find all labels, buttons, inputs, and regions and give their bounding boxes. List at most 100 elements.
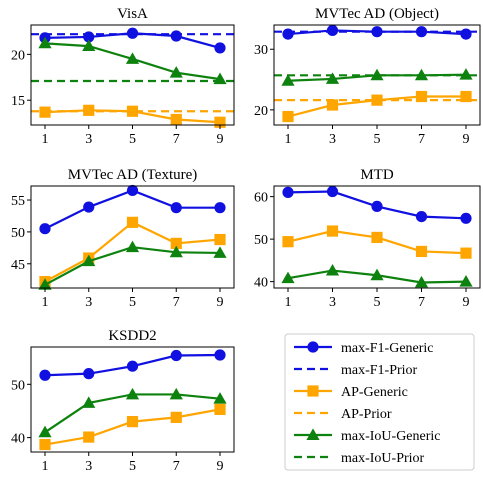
data-point (82, 39, 96, 52)
x-tick-label: 9 (463, 295, 470, 310)
x-tick-label: 5 (129, 295, 136, 310)
x-tick-label: 7 (418, 295, 425, 310)
legend-entry: AP-Prior (294, 407, 392, 422)
x-tick-label: 7 (173, 295, 180, 310)
legend-entry: max-IoU-Prior (294, 451, 425, 466)
chart-panel: MVTec AD (Texture) 1 3 5 7 9 45 50 55 (11, 167, 235, 310)
data-point (371, 231, 383, 244)
x-tick-label: 5 (374, 295, 381, 310)
legend-label: AP-Prior (341, 407, 392, 422)
legend-label: max-F1-Prior (341, 363, 418, 378)
data-point (125, 240, 140, 253)
data-point (460, 247, 472, 259)
data-point (326, 185, 339, 198)
x-tick-label: 5 (374, 132, 381, 147)
data-point (460, 212, 472, 224)
x-tick-label: 5 (129, 459, 136, 474)
data-point (83, 104, 95, 116)
series-line (44, 246, 221, 286)
data-point (169, 245, 183, 258)
data-point (282, 110, 294, 123)
y-tick-label: 55 (11, 194, 25, 209)
x-tick-label: 5 (129, 132, 136, 147)
x-tick-label: 9 (217, 132, 224, 147)
x-tick-label: 9 (463, 132, 470, 147)
x-tick-label: 3 (85, 295, 92, 310)
data-point (39, 438, 51, 451)
x-tick-label: 1 (42, 295, 49, 310)
data-point (170, 30, 182, 42)
y-tick-label: 40 (11, 432, 25, 447)
x-tick-label: 9 (217, 459, 224, 474)
data-point (83, 368, 95, 380)
data-point (170, 237, 182, 249)
x-tick-label: 1 (42, 459, 49, 474)
y-tick-label: 20 (11, 48, 25, 63)
chart-title: KSDD2 (108, 328, 156, 344)
data-point (459, 275, 473, 287)
chart-panel: MVTec AD (Object) 1 3 5 7 9 20 30 (254, 6, 481, 147)
data-point (282, 236, 294, 248)
data-point (82, 254, 96, 267)
data-point (170, 113, 182, 126)
chart-title: VisA (117, 6, 148, 22)
data-point (326, 99, 339, 111)
y-tick-label: 45 (11, 258, 25, 273)
x-tick-label: 3 (329, 132, 336, 147)
data-point (169, 66, 183, 78)
data-point (415, 90, 428, 103)
data-point (213, 72, 227, 85)
chart-title: MVTec AD (Texture) (68, 167, 198, 183)
data-point (326, 225, 339, 237)
data-point (214, 233, 226, 246)
data-point (83, 431, 95, 443)
legend-label: max-IoU-Prior (341, 451, 425, 466)
data-point (126, 360, 139, 372)
x-tick-label: 7 (173, 459, 180, 474)
legend-marker (307, 385, 319, 397)
data-point (126, 105, 139, 117)
data-point (170, 411, 182, 423)
data-point (38, 36, 52, 49)
data-point (170, 202, 182, 214)
x-tick-label: 1 (285, 295, 292, 310)
data-point (326, 24, 339, 37)
data-point (371, 26, 383, 38)
y-tick-label: 50 (254, 233, 268, 248)
data-point (460, 28, 472, 40)
legend: max-F1-Generic max-F1-Prior AP-Generic AP-P… (284, 333, 475, 471)
data-point (126, 216, 139, 228)
y-tick-label: 60 (254, 191, 268, 206)
chart-title: MTD (360, 167, 394, 183)
x-tick-label: 7 (173, 132, 180, 147)
legend-marker (307, 341, 319, 353)
data-point (214, 116, 226, 128)
data-point (415, 26, 428, 38)
x-tick-label: 1 (285, 132, 292, 147)
legend-label: max-IoU-Generic (341, 429, 441, 444)
x-tick-label: 3 (329, 295, 336, 310)
data-point (39, 369, 51, 381)
y-tick-label: 50 (11, 226, 25, 241)
data-point (371, 94, 383, 106)
data-point (281, 271, 295, 284)
data-point (370, 68, 384, 81)
data-point (39, 223, 51, 235)
data-point (459, 68, 473, 80)
data-point (39, 106, 51, 118)
y-tick-label: 30 (254, 43, 268, 58)
data-point (281, 74, 295, 86)
chart-title: MVTec AD (Object) (315, 6, 439, 22)
data-point (38, 425, 52, 438)
x-tick-label: 3 (85, 132, 92, 147)
data-point (213, 392, 227, 404)
x-tick-label: 3 (85, 459, 92, 474)
legend-label: AP-Generic (341, 385, 408, 400)
data-point (213, 246, 227, 258)
legend-box (284, 333, 475, 471)
data-point (169, 387, 183, 400)
legend-entry: AP-Generic (294, 385, 408, 400)
data-point (414, 68, 429, 81)
